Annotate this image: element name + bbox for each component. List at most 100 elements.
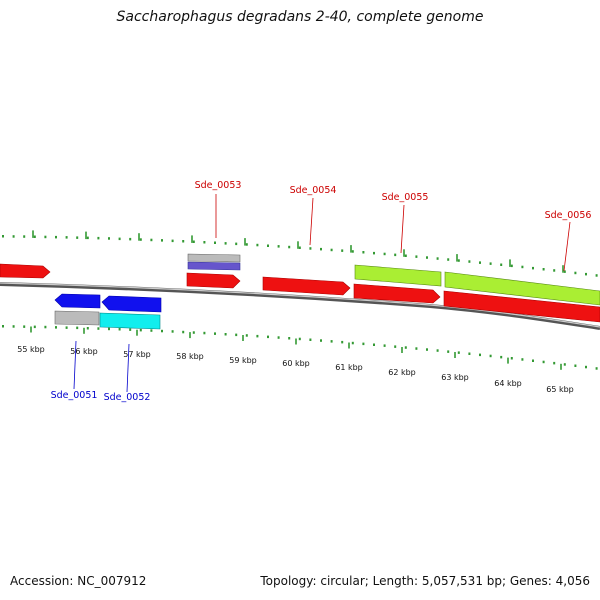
scale-label: 56 kbp — [70, 347, 98, 356]
annotation-feature-lime-1[interactable] — [354, 264, 442, 287]
minor-tick — [76, 326, 79, 330]
minor-tick — [224, 333, 227, 336]
minor-tick — [150, 238, 153, 242]
reverse-cds-track — [54, 293, 162, 330]
minor-tick — [542, 360, 545, 364]
inner-tick-ring — [2, 325, 598, 370]
outer-major-ticks — [32, 230, 564, 273]
minor-tick — [542, 268, 545, 271]
minor-tick — [192, 331, 195, 334]
gene-label-sde-0053[interactable]: Sde_0053 — [195, 180, 242, 191]
map-title: Saccharophagus degradans 2-40, complete … — [116, 9, 484, 25]
minor-tick — [362, 342, 365, 346]
minor-tick — [383, 344, 386, 347]
leader-line — [126, 343, 130, 393]
minor-tick — [521, 358, 524, 361]
gene-feature-red-sde0054[interactable] — [262, 276, 351, 296]
gene-feature-blue-sde0051[interactable] — [54, 293, 101, 309]
minor-tick — [245, 243, 248, 246]
minor-tick — [118, 328, 121, 331]
minor-tick — [489, 354, 492, 358]
minor-tick — [510, 357, 513, 360]
minor-tick — [203, 241, 206, 244]
scale-label: 55 kbp — [17, 345, 45, 354]
minor-tick — [161, 239, 163, 242]
scale-label: 62 kbp — [388, 368, 416, 377]
minor-tick — [426, 256, 428, 259]
minor-tick — [341, 249, 344, 252]
outer-minor-ticks — [2, 235, 598, 277]
minor-tick — [394, 345, 397, 348]
minor-tick — [288, 245, 291, 249]
minor-tick — [224, 242, 227, 245]
annotation-feature-gray[interactable] — [187, 253, 241, 263]
minor-tick — [500, 355, 503, 359]
scale-label: 60 kbp — [282, 359, 310, 368]
minor-tick — [553, 269, 556, 272]
gene-feature-blue-sde0052[interactable] — [101, 295, 162, 313]
minor-tick — [394, 253, 397, 257]
minor-tick — [2, 235, 4, 238]
gene-feature-red-sde0056[interactable] — [443, 290, 600, 323]
minor-tick — [500, 263, 503, 266]
gene-feature-red-sde0055[interactable] — [353, 283, 441, 304]
gene-label-sde-0052[interactable]: Sde_0052 — [104, 392, 151, 403]
minor-tick — [23, 325, 26, 328]
minor-tick — [150, 329, 153, 332]
annotation-feature-lime-2[interactable] — [444, 271, 600, 306]
minor-tick — [468, 352, 471, 355]
annotation-feature-gray-reverse[interactable] — [54, 310, 100, 326]
minor-tick — [214, 332, 216, 335]
minor-tick — [595, 367, 598, 370]
minor-tick — [585, 272, 587, 276]
minor-tick — [426, 348, 428, 351]
gene-label-sde-0055[interactable]: Sde_0055 — [382, 192, 429, 203]
gene-labels: Sde_0053 Sde_0054 Sde_0055 Sde_0056 Sde_… — [51, 180, 592, 403]
minor-tick — [267, 335, 269, 339]
minor-tick — [33, 235, 36, 238]
gene-feature-red-sde0053[interactable] — [186, 272, 241, 289]
forward-annotation-track — [187, 253, 600, 306]
gene-feature-red-1[interactable] — [0, 263, 51, 279]
forward-cds-track — [0, 263, 600, 323]
minor-tick — [532, 266, 534, 270]
leader-line — [73, 340, 77, 390]
minor-tick — [267, 244, 269, 247]
annotation-feature-purple[interactable] — [187, 261, 241, 271]
scale-label: 58 kbp — [176, 352, 204, 361]
minor-tick — [2, 325, 4, 328]
gene-label-sde-0051[interactable]: Sde_0051 — [51, 390, 98, 401]
minor-tick — [55, 235, 57, 239]
minor-tick — [33, 325, 36, 329]
inner-major-ticks — [30, 326, 562, 370]
minor-tick — [298, 337, 301, 341]
scale-label: 64 kbp — [494, 379, 522, 388]
minor-tick — [203, 331, 206, 335]
minor-tick — [362, 251, 365, 254]
annotation-feature-cyan[interactable] — [99, 312, 161, 330]
gene-label-sde-0056[interactable]: Sde_0056 — [545, 210, 592, 221]
minor-tick — [404, 254, 407, 257]
minor-tick — [277, 245, 280, 248]
genome-backbone-highlight — [0, 282, 600, 328]
minor-tick — [65, 236, 68, 239]
inner-minor-ticks — [2, 325, 598, 370]
scale-label: 63 kbp — [441, 373, 469, 382]
minor-tick — [256, 243, 259, 247]
minor-tick — [510, 264, 513, 268]
genome-summary: Topology: circular; Length: 5,057,531 bp… — [260, 574, 590, 588]
minor-tick — [182, 240, 185, 243]
minor-tick — [97, 236, 100, 240]
minor-tick — [12, 325, 15, 328]
minor-tick — [44, 325, 47, 329]
minor-tick — [277, 336, 280, 339]
gene-label-sde-0054[interactable]: Sde_0054 — [290, 185, 337, 196]
scale-labels: 55 kbp 56 kbp 57 kbp 58 kbp 59 kbp 60 kb… — [17, 345, 574, 394]
minor-tick — [108, 237, 110, 240]
minor-tick — [330, 248, 333, 252]
minor-tick — [479, 261, 481, 264]
minor-tick — [235, 333, 238, 337]
minor-tick — [23, 235, 26, 238]
minor-tick — [563, 363, 566, 366]
